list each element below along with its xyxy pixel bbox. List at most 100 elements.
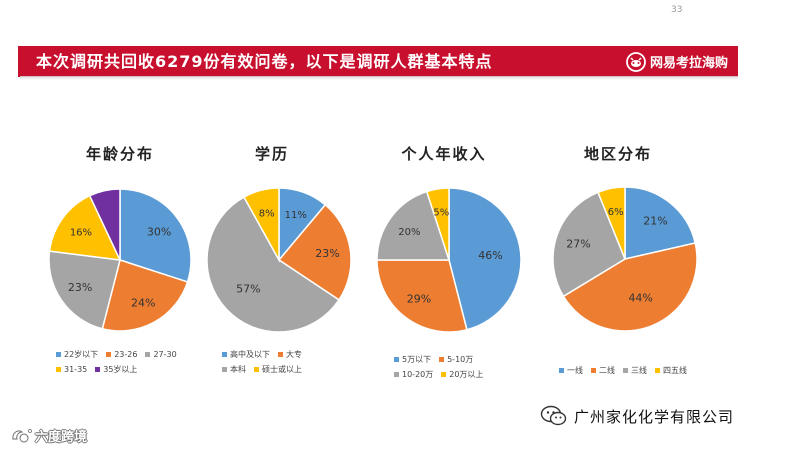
wechat-icon (540, 405, 567, 426)
pie-label-income-2: 20% (398, 227, 420, 238)
legend-label: 5-10万 (447, 355, 474, 364)
watermark-logo-icon (12, 428, 32, 442)
legend-swatch (56, 352, 61, 357)
pie-label-education-1: 23% (315, 247, 339, 260)
legend-swatch (56, 367, 61, 372)
pie-label-income-3: 5% (433, 208, 449, 219)
legend-income: 5万以下 5-10万 10-20万 20万以上 (394, 352, 483, 382)
pie-label-age-0: 30% (147, 226, 171, 239)
pie-slice-age-0 (119, 188, 192, 283)
pie-label-region-0: 21% (643, 215, 667, 228)
legend-item: 22岁以下 (56, 347, 98, 362)
legend-label: 35岁以上 (103, 365, 138, 374)
pie-slice-education-3 (242, 187, 280, 263)
chart-title-income: 个人年收入 (401, 145, 487, 163)
pie-slice-age-1 (101, 259, 189, 332)
brand: 网易考拉海购 (626, 46, 728, 77)
legend-row: 10-20万 20万以上 (394, 367, 483, 382)
pie-slice-region-2 (552, 191, 626, 298)
pie-label-income-0: 46% (478, 249, 502, 262)
pie-slice-education-1 (277, 203, 352, 301)
pie-slice-age-4 (88, 188, 121, 261)
pie-label-region-3: 6% (608, 207, 624, 218)
legend-swatch (623, 368, 628, 373)
legend-row: 本科 硕士或以上 (222, 362, 302, 377)
chart-title-age: 年龄分布 (85, 145, 155, 163)
legend-row: 高中及以下 大专 (222, 347, 302, 362)
pie-label-age-2: 23% (68, 281, 92, 294)
legend-label: 20万以上 (449, 370, 484, 379)
watermark-text: 六度跨境 (35, 430, 88, 445)
legend-row: 31-35 35岁以上 (56, 362, 177, 377)
brand-logo-icon (626, 51, 646, 72)
legend-item: 5万以下 (394, 352, 431, 367)
chart-title-region: 地区分布 (583, 145, 653, 163)
legend-label: 大专 (286, 350, 302, 359)
legend-swatch (145, 352, 151, 357)
legend-row: 一线 二线 三线 四五线 (559, 363, 687, 378)
pie-slice-income-0 (448, 187, 522, 331)
brand-name: 网易考拉海购 (649, 56, 728, 71)
legend-region: 一线 二线 三线 四五线 (559, 363, 687, 378)
legend-label: 31-35 (64, 365, 88, 374)
legend-label: 一线 (567, 366, 583, 375)
legend-swatch (394, 372, 399, 377)
banner-title: 本次调研共回收6279份有效问卷，以下是调研人群基本特点 (36, 52, 493, 71)
legend-item: 二线 (591, 363, 615, 378)
legend-item: 大专 (278, 347, 302, 362)
legend-row: 22岁以下 23-26 27-30 (56, 347, 177, 362)
pie-slice-income-3 (425, 187, 450, 261)
legend-label: 5万以下 (402, 355, 432, 364)
banner-shadow (20, 76, 738, 80)
pie-slice-region-1 (562, 242, 698, 332)
legend-label: 22岁以下 (64, 350, 99, 359)
legend-item: 35岁以上 (95, 362, 137, 377)
legend-swatch (222, 367, 227, 372)
pie-label-region-2: 27% (566, 238, 590, 251)
legend-label: 硕士或以上 (262, 365, 302, 374)
legend-row: 5万以下 5-10万 (394, 352, 483, 367)
pie-slice-age-3 (48, 194, 122, 261)
legend-age: 22岁以下 23-26 27-30 31-35 35岁以上 (56, 347, 177, 377)
chart-title-education: 学历 (254, 145, 290, 163)
pie-slice-income-2 (376, 190, 451, 261)
legend-swatch (394, 357, 399, 362)
legend-swatch (655, 368, 660, 373)
pie-label-education-3: 8% (259, 209, 275, 220)
legend-label: 二线 (599, 366, 615, 375)
legend-label: 高中及以下 (230, 350, 270, 359)
legend-label: 本科 (230, 365, 246, 374)
legend-item: 四五线 (655, 363, 687, 378)
pie-slice-income-1 (376, 259, 468, 333)
legend-swatch (278, 352, 283, 357)
legend-swatch (254, 367, 259, 372)
pie-label-education-2: 57% (236, 282, 260, 295)
legend-swatch (441, 372, 447, 377)
legend-swatch (591, 368, 596, 373)
watermark: 六度跨境 (10, 426, 87, 445)
title-banner: 本次调研共回收6279份有效问卷，以下是调研人群基本特点 网易考拉海购 (18, 46, 738, 77)
pie-label-region-1: 44% (628, 292, 652, 305)
legend-item: 20万以上 (441, 367, 483, 382)
legend-swatch (439, 357, 445, 362)
legend-label: 四五线 (663, 366, 687, 375)
pie-slice-age-2 (48, 250, 121, 330)
legend-label: 三线 (631, 366, 647, 375)
pie-slice-education-2 (206, 196, 340, 333)
legend-education: 高中及以下 大专本科 硕士或以上 (222, 347, 302, 377)
page-number: 33 (671, 5, 683, 15)
legend-swatch (106, 352, 112, 357)
legend-swatch (222, 352, 227, 357)
legend-item: 高中及以下 (222, 347, 270, 362)
legend-item: 5-10万 (439, 352, 473, 367)
pie-slice-region-3 (597, 186, 626, 260)
legend-label: 10-20万 (402, 370, 434, 379)
pie-label-education-0: 11% (285, 210, 307, 221)
pie-label-age-1: 24% (131, 296, 155, 309)
legend-swatch (95, 367, 101, 372)
legend-item: 23-26 (106, 347, 137, 362)
legend-label: 23-26 (114, 350, 138, 359)
legend-item: 硕士或以上 (254, 362, 302, 377)
legend-item: 31-35 (56, 362, 87, 377)
